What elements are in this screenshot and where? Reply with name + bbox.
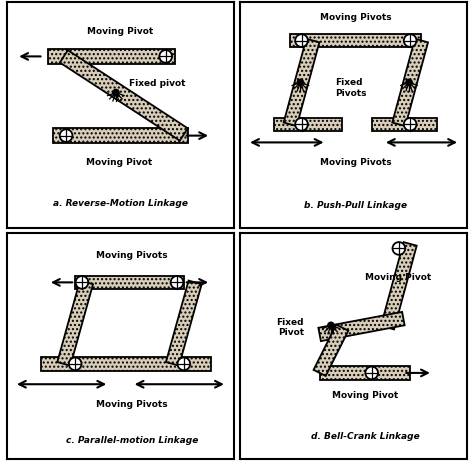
Text: a. Reverse-Motion Linkage: a. Reverse-Motion Linkage <box>53 199 188 208</box>
Circle shape <box>177 358 190 370</box>
Bar <box>319 366 410 380</box>
Bar <box>41 357 211 371</box>
Text: Moving Pivot: Moving Pivot <box>332 391 398 400</box>
Bar <box>60 50 188 141</box>
Text: c. Parallel-motion Linkage: c. Parallel-motion Linkage <box>65 436 198 445</box>
Text: Fixed
Pivots: Fixed Pivots <box>336 78 367 98</box>
Bar <box>290 34 421 47</box>
Circle shape <box>406 79 412 86</box>
Text: b. Push-Pull Linkage: b. Push-Pull Linkage <box>304 201 407 210</box>
Bar <box>274 118 342 131</box>
Circle shape <box>76 276 88 289</box>
Circle shape <box>328 322 334 329</box>
Bar <box>166 281 201 366</box>
Circle shape <box>113 89 119 96</box>
Bar <box>319 312 405 341</box>
Circle shape <box>171 276 183 289</box>
Text: Fixed pivot: Fixed pivot <box>129 79 186 88</box>
Bar <box>53 128 188 143</box>
Text: Moving Pivots: Moving Pivots <box>96 251 167 260</box>
Text: Moving Pivots: Moving Pivots <box>96 400 167 409</box>
Text: d. Bell-Crank Linkage: d. Bell-Crank Linkage <box>310 432 419 441</box>
Text: Moving Pivots: Moving Pivots <box>320 13 392 23</box>
Bar <box>392 39 428 126</box>
Circle shape <box>295 34 308 47</box>
Circle shape <box>392 242 405 255</box>
Text: Fixed
Pivot: Fixed Pivot <box>276 318 304 337</box>
Bar <box>48 49 175 64</box>
Circle shape <box>60 129 73 142</box>
Text: Moving Pivot: Moving Pivot <box>365 273 431 282</box>
Bar <box>372 118 438 131</box>
Text: Moving Pivots: Moving Pivots <box>320 158 392 167</box>
Circle shape <box>159 50 172 63</box>
Circle shape <box>404 34 417 47</box>
Circle shape <box>365 366 378 379</box>
Bar <box>381 242 417 330</box>
Circle shape <box>297 79 303 86</box>
Text: Moving Pivot: Moving Pivot <box>87 27 154 36</box>
Bar <box>283 39 319 126</box>
Circle shape <box>295 118 308 130</box>
Bar <box>75 276 184 289</box>
Text: Moving Pivot: Moving Pivot <box>86 158 153 167</box>
Circle shape <box>69 358 82 370</box>
Bar <box>313 325 348 376</box>
Bar <box>57 281 93 366</box>
Circle shape <box>404 118 417 130</box>
